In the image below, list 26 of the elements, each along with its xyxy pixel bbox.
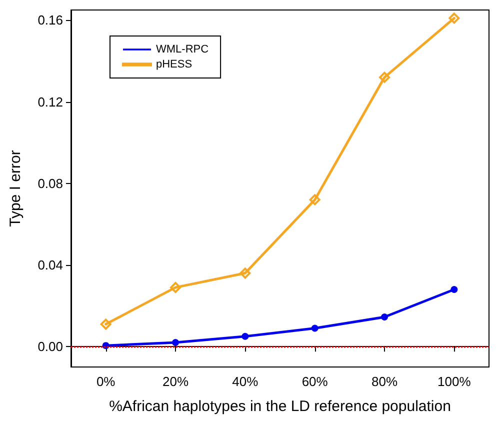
x-tick-label: 0%	[96, 374, 116, 389]
legend-label: pHESS	[156, 58, 192, 70]
point	[100, 318, 112, 330]
x-axis-title: %African haplotypes in the LD reference population	[109, 398, 451, 415]
point	[309, 194, 320, 206]
point	[242, 332, 249, 340]
x-tick-label: 20%	[162, 374, 189, 389]
x-tick-label: 80%	[371, 374, 398, 389]
legend-label: WML-RPC	[156, 44, 209, 56]
point	[240, 268, 251, 279]
point	[311, 324, 318, 332]
x-tick-label: 100%	[438, 374, 472, 389]
y-tick-label: 0.04	[38, 258, 63, 272]
point	[170, 282, 181, 293]
x-tick-label: 60%	[302, 374, 328, 389]
y-tick-label: 0.08	[38, 176, 63, 191]
y-tick-label: 0.16	[38, 12, 63, 28]
point	[448, 12, 460, 24]
point	[379, 72, 390, 83]
point	[172, 339, 179, 346]
y-tick-label: 0.00	[38, 339, 63, 354]
y-tick-label: 0.12	[38, 94, 63, 110]
point	[381, 314, 388, 321]
y-axis-title: Type I error	[7, 150, 24, 227]
point	[450, 286, 458, 293]
x-tick-label: 40%	[232, 374, 259, 389]
